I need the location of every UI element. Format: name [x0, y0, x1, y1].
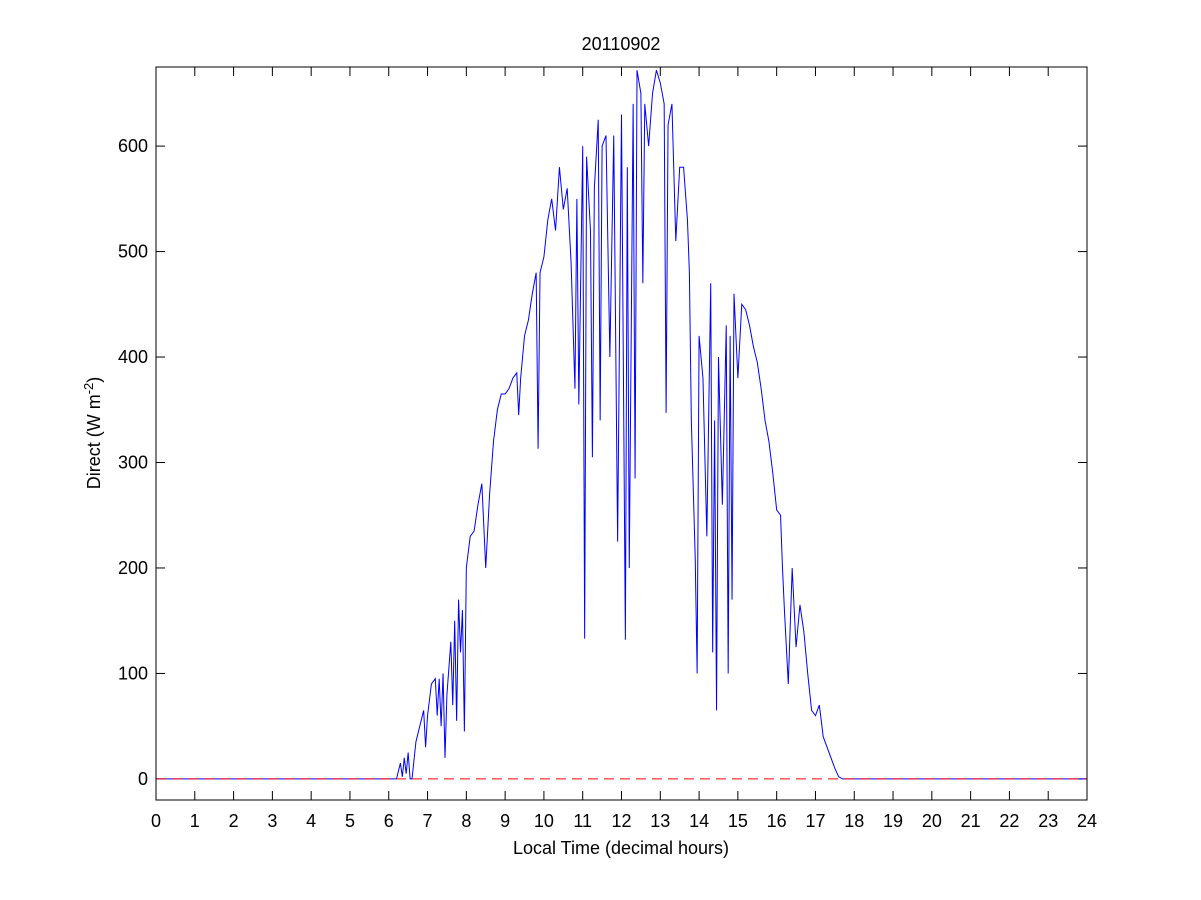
- y-tick-label: 0: [138, 769, 148, 789]
- y-tick-label: 100: [118, 663, 148, 683]
- x-tick-label: 21: [961, 811, 981, 831]
- plot-frame: [155, 66, 1088, 801]
- x-tick-label: 18: [844, 811, 864, 831]
- y-tick-label: 500: [118, 242, 148, 262]
- x-tick-label: 2: [229, 811, 239, 831]
- y-label-suffix: ): [84, 377, 104, 383]
- x-tick-label: 7: [423, 811, 433, 831]
- x-tick-label: 13: [650, 811, 670, 831]
- chart-title: 20110902: [582, 34, 661, 54]
- y-tick-label: 300: [118, 453, 148, 473]
- x-tick-label: 6: [384, 811, 394, 831]
- y-label-sup: -2: [81, 383, 96, 395]
- x-tick-label: 23: [1038, 811, 1058, 831]
- x-tick-label: 14: [689, 811, 709, 831]
- x-tick-label: 3: [267, 811, 277, 831]
- x-tick-label: 10: [534, 811, 554, 831]
- x-tick-label: 17: [805, 811, 825, 831]
- x-tick-label: 16: [767, 811, 787, 831]
- y-axis-label: Direct (W m-2): [81, 377, 104, 490]
- x-tick-label: 0: [151, 811, 161, 831]
- x-axis-label: Local Time (decimal hours): [513, 838, 729, 858]
- x-tick-label: 12: [611, 811, 631, 831]
- x-tick-label: 19: [883, 811, 903, 831]
- x-tick-label: 15: [728, 811, 748, 831]
- x-tick-label: 1: [190, 811, 200, 831]
- y-tick-label: 400: [118, 347, 148, 367]
- x-tick-label: 8: [461, 811, 471, 831]
- x-tick-label: 5: [345, 811, 355, 831]
- x-tick-label: 20: [922, 811, 942, 831]
- x-tick-label: 22: [999, 811, 1019, 831]
- y-tick-label: 200: [118, 558, 148, 578]
- x-tick-label: 24: [1077, 811, 1097, 831]
- x-tick-label: 11: [573, 811, 592, 831]
- data-line: [156, 70, 1087, 780]
- x-tick-label: 4: [306, 811, 316, 831]
- y-tick-label: 600: [118, 136, 148, 156]
- y-label-text: Direct (W m: [84, 394, 104, 489]
- x-tick-label: 9: [500, 811, 510, 831]
